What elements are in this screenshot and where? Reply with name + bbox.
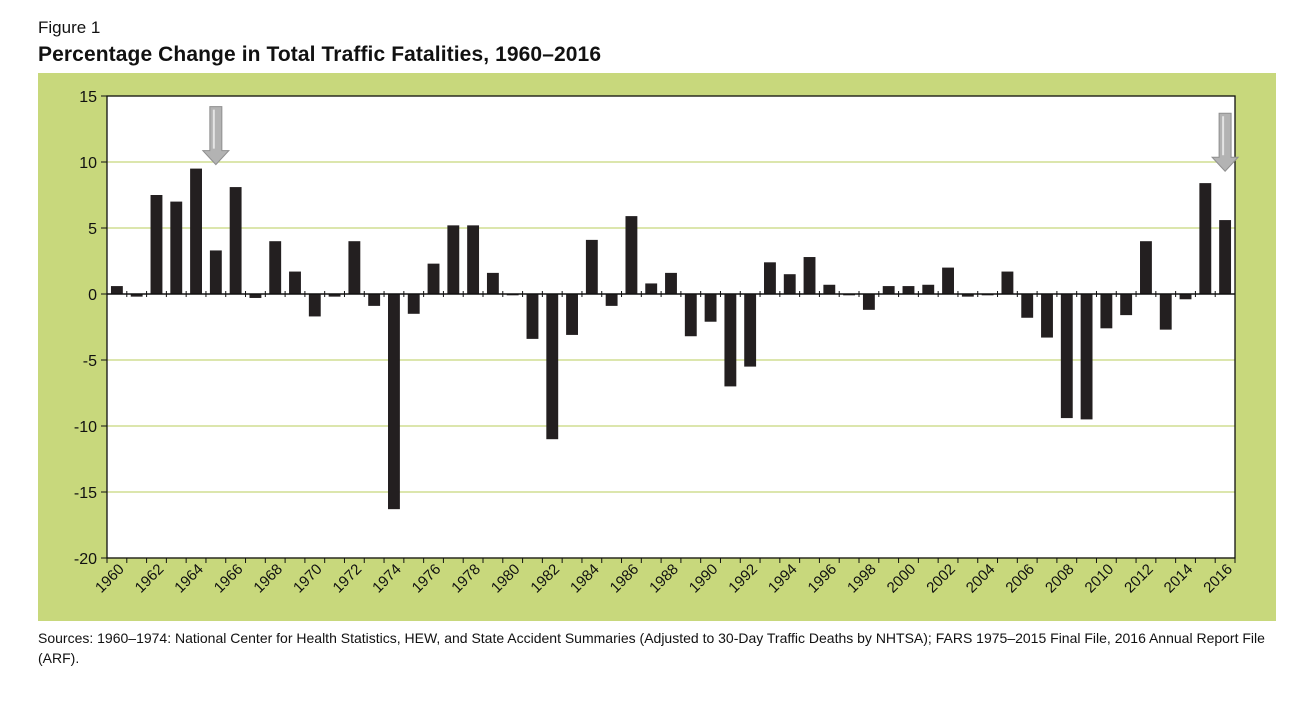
bar-1981 [526, 294, 539, 339]
bar-1965 [209, 250, 222, 294]
bar-1963 [170, 201, 183, 294]
bar-1979 [486, 272, 499, 294]
bar-2008 [1060, 294, 1073, 419]
bar-2015 [1199, 183, 1212, 294]
y-tick-label: -20 [74, 551, 97, 568]
bar-1971 [328, 294, 341, 297]
y-tick-label: -5 [83, 353, 97, 370]
bar-1976 [427, 263, 440, 294]
bar-2000 [902, 286, 915, 294]
bar-2012 [1140, 241, 1152, 294]
plot-border [106, 95, 1236, 559]
bar-1998 [862, 294, 875, 310]
bar-1968 [269, 241, 282, 294]
bar-2007 [1041, 294, 1053, 338]
bar-2002 [942, 267, 954, 294]
bar-1990 [704, 294, 717, 322]
bar-1962 [150, 195, 163, 294]
bar-1961 [130, 294, 143, 297]
bar-2009 [1080, 294, 1093, 420]
bar-1972 [348, 241, 361, 294]
bar-2010 [1100, 294, 1113, 329]
bar-1994 [783, 274, 796, 294]
bar-1988 [665, 272, 677, 294]
bar-2005 [1001, 271, 1014, 294]
bar-2016 [1219, 220, 1232, 294]
bar-1969 [289, 271, 301, 294]
bar-2006 [1021, 294, 1034, 318]
bar-1977 [447, 225, 460, 294]
chart-title: Percentage Change in Total Traffic Fatal… [38, 43, 602, 66]
bar-2003 [961, 294, 974, 297]
bar-2014 [1179, 294, 1192, 300]
y-tick-label: -10 [74, 419, 97, 436]
bar-1964 [190, 168, 202, 294]
bar-1996 [823, 284, 836, 294]
figure-label: Figure 1 [38, 18, 101, 37]
down-arrow-icon [201, 106, 230, 166]
bar-1975 [407, 294, 420, 314]
chart-panel: 15 10 5 0 -5 -10 -15 -20 1960 1962 1964 1966 1968 197… [38, 73, 1276, 621]
bar-1973 [368, 294, 381, 306]
bar-1989 [684, 294, 697, 337]
bar-1999 [882, 286, 895, 294]
bar-1970 [308, 294, 321, 317]
y-tick-label: 0 [88, 287, 97, 304]
bar-1987 [645, 283, 658, 294]
y-tick-label: 5 [88, 221, 97, 238]
bar-1978 [467, 225, 480, 294]
bar-1983 [566, 294, 578, 335]
bar-1995 [803, 257, 816, 294]
bar-1984 [585, 239, 598, 294]
bar-1982 [546, 294, 559, 440]
y-tick-label: -15 [74, 485, 97, 502]
bar-2001 [922, 284, 935, 294]
down-arrow-icon [1210, 112, 1240, 172]
bar-1960 [110, 286, 123, 294]
bar-1985 [605, 294, 618, 306]
bar-1986 [625, 216, 638, 294]
bar-1991 [724, 294, 737, 387]
bar-1992 [744, 294, 757, 367]
y-tick-label: 15 [79, 89, 97, 106]
bar-1974 [388, 294, 400, 510]
bar-1967 [249, 294, 262, 298]
y-tick-label: 10 [79, 155, 97, 172]
bar-1993 [764, 262, 776, 294]
sources-note: Sources: 1960–1974: National Center for … [38, 630, 1265, 666]
bar-1966 [229, 187, 242, 294]
bar-2011 [1120, 294, 1133, 316]
bar-2013 [1159, 294, 1172, 330]
